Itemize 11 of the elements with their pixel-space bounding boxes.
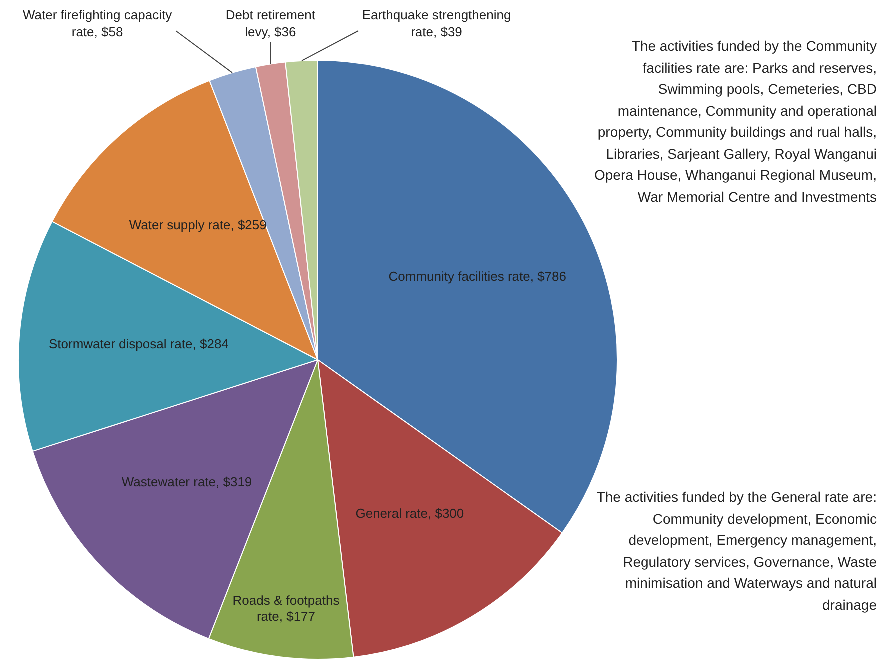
text: The activities funded by the Community facilities rate are: Parks and reserves, Swimming pools, Cemeteries, CBD maintenance, Community and operational property, Community buildings and rual halls, Libraries, Sarjeant Gallery, Royal Wanganui Opera House, Whanganui Regional Museum, War Memorial Centre and Investments: [594, 37, 877, 206]
slice-label: Roads & footpaths rate, $177: [232, 593, 340, 624]
slice-label: Earthquake strengthening rate, $39: [362, 8, 512, 40]
slice-label: Water supply rate, $259: [129, 218, 267, 233]
text: The activities funded by the General rate are: Community development, Economic development, Emergency management, Regulatory services, Governance, Waste minimisation and Waterways and natural drainage: [596, 488, 877, 615]
slice-label: Water firefighting capacity rate, $58: [22, 8, 173, 40]
slice-label: General rate, $300: [356, 506, 464, 521]
slice-label: Community facilities rate, $786: [388, 269, 566, 284]
slice-label: Wastewater rate, $319: [122, 474, 252, 490]
slice-label: Debt retirement levy, $36: [226, 8, 316, 40]
slice-label: Stormwater disposal rate, $284: [48, 336, 229, 352]
